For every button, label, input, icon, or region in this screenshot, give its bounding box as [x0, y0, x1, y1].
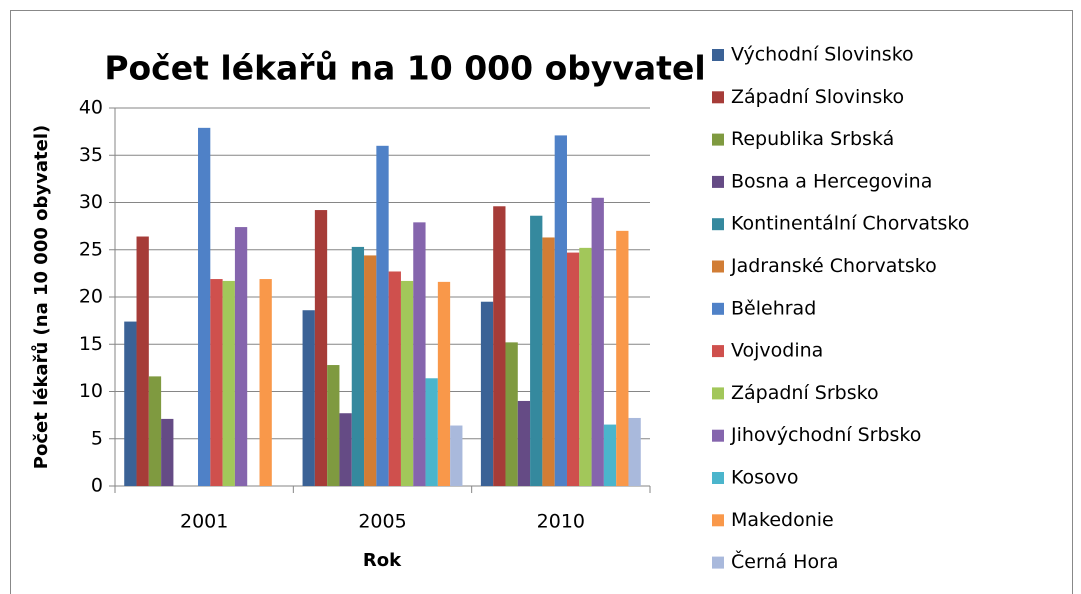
legend-swatch	[712, 302, 724, 315]
legend-label: Východní Slovinsko	[731, 44, 914, 66]
legend-label: Makedonie	[731, 509, 834, 531]
legend-swatch	[712, 387, 724, 400]
x-tick-label: 2010	[537, 511, 585, 533]
bar	[493, 206, 506, 486]
legend-swatch	[712, 133, 724, 146]
bar	[628, 417, 641, 486]
legend-label: Západní Srbsko	[731, 382, 879, 404]
legend-label: Kontinentální Chorvatsko	[731, 213, 969, 235]
legend-swatch	[712, 556, 724, 569]
bar	[234, 227, 248, 486]
bar	[148, 376, 162, 486]
bar	[425, 378, 438, 486]
bar	[400, 280, 414, 486]
legend-swatch	[712, 429, 724, 442]
legend-label: Kosovo	[731, 467, 799, 489]
legend-swatch	[712, 49, 724, 61]
legend-label: Republika Srbská	[731, 128, 894, 150]
x-tick-label: 2001	[180, 511, 228, 533]
y-axis-label: Počet lékařů (na 10 000 obyvatel)	[30, 125, 52, 469]
legend-swatch	[712, 91, 724, 104]
y-tick-label: 10	[79, 380, 103, 402]
bar	[530, 215, 543, 487]
bar	[616, 230, 629, 486]
bar	[437, 281, 451, 486]
legend-label: Západní Slovinsko	[731, 86, 904, 108]
bar	[579, 247, 592, 486]
bar	[388, 271, 401, 486]
legend-label: Černá Hora	[731, 549, 839, 573]
y-tick-label: 20	[79, 286, 103, 308]
bar	[327, 365, 340, 486]
bar	[314, 210, 328, 486]
legend-label: Bosna a Hercegovina	[731, 170, 932, 192]
bar	[222, 280, 235, 486]
x-tick-label: 2005	[358, 511, 406, 533]
bar	[198, 127, 211, 486]
bar	[376, 145, 389, 487]
bar	[364, 255, 377, 486]
bar	[517, 400, 531, 486]
legend-label: Jadranské Chorvatsko	[730, 255, 937, 277]
bar	[339, 413, 352, 486]
y-tick-label: 40	[79, 97, 103, 119]
legend-swatch	[712, 514, 724, 527]
legend-label: Jihovýchodní Srbsko	[730, 424, 921, 446]
bar	[480, 301, 494, 486]
legend-swatch	[712, 218, 724, 231]
bar	[210, 279, 223, 486]
bar	[413, 222, 426, 486]
bar	[554, 135, 567, 486]
bar	[542, 237, 555, 486]
bar	[302, 310, 315, 486]
legend-swatch	[712, 175, 724, 188]
legend-swatch	[712, 345, 724, 358]
bar	[136, 236, 149, 486]
legend-swatch	[712, 472, 724, 484]
bar	[351, 246, 365, 486]
legend-label: Bělehrad	[731, 297, 816, 319]
x-axis-label: Rok	[363, 550, 402, 571]
chart-title: Počet lékařů na 10 000 obyvatel	[104, 49, 705, 88]
y-tick-label: 0	[91, 475, 103, 497]
legend-swatch	[712, 260, 724, 273]
bar	[505, 342, 518, 486]
bar	[566, 252, 580, 486]
y-tick-label: 30	[79, 191, 103, 213]
y-tick-label: 5	[91, 427, 103, 449]
bar	[603, 424, 617, 486]
bar	[591, 197, 604, 486]
bar	[259, 279, 272, 486]
y-tick-label: 35	[79, 144, 103, 166]
y-tick-label: 15	[79, 333, 103, 355]
bar	[450, 425, 463, 486]
legend-label: Vojvodina	[731, 340, 823, 362]
bar	[124, 321, 137, 486]
bar	[161, 418, 174, 486]
y-tick-label: 25	[79, 238, 103, 260]
